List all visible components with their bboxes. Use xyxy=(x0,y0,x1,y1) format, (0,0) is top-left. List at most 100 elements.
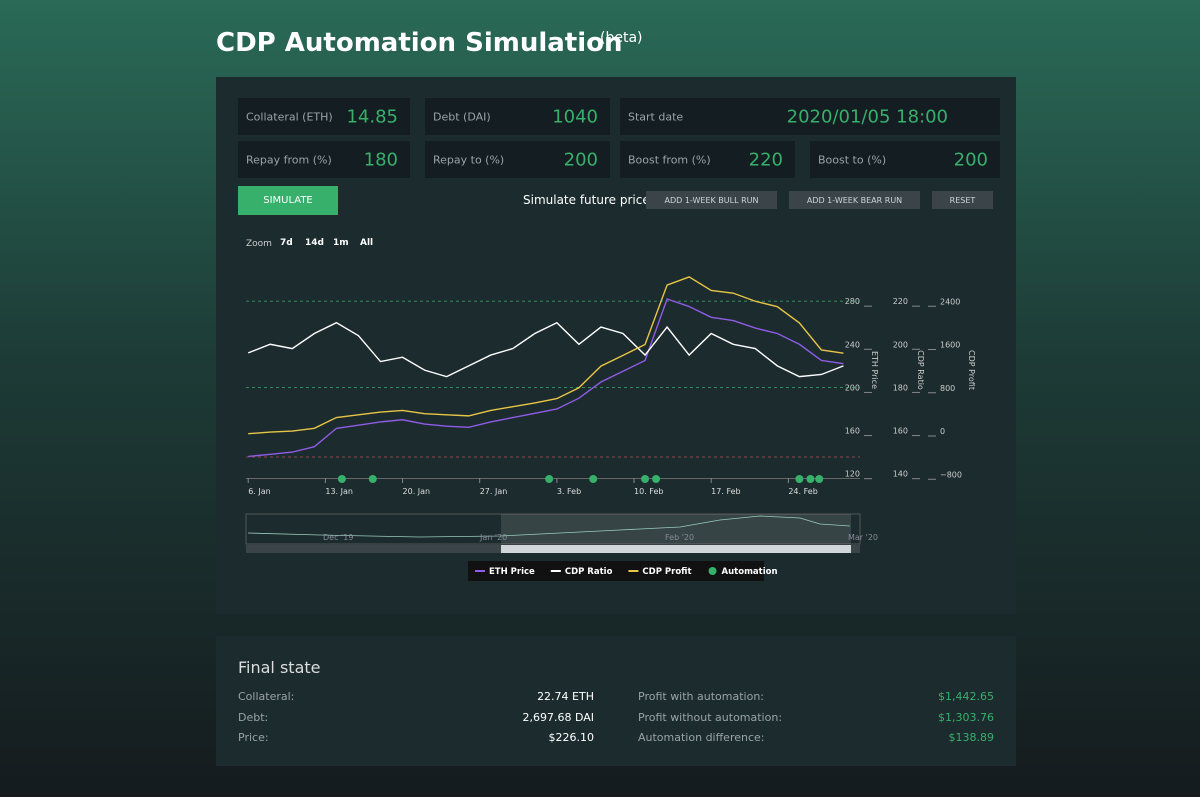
x-tick-label: 13. Jan xyxy=(325,487,353,496)
state-value: $1,442.65 xyxy=(938,690,994,703)
legend-label: CDP Ratio xyxy=(565,567,613,577)
x-tick-label: 6. Jan xyxy=(248,487,271,496)
automation-point xyxy=(368,475,377,483)
input-label: Repay to (%) xyxy=(433,153,505,166)
state-label: Profit with automation: xyxy=(638,690,765,703)
automation-point xyxy=(337,475,346,483)
legend-label: Automation xyxy=(722,567,778,577)
y-tick-label: 140 xyxy=(893,470,908,479)
y-tick-label: 2400 xyxy=(940,297,960,306)
navigator xyxy=(245,513,861,545)
state-value: $138.89 xyxy=(948,731,995,744)
y-tick-label: 0 xyxy=(940,427,945,436)
y-tick-label: 160 xyxy=(845,427,860,436)
navigator-label: Dec '19 xyxy=(323,533,353,542)
zoom-option[interactable]: 1m xyxy=(333,238,349,248)
reset-button[interactable]: RESET xyxy=(932,191,993,209)
axis-title: ETH Price xyxy=(870,351,879,389)
automation-point xyxy=(815,475,824,483)
future-price-label: Simulate future price: xyxy=(523,193,654,207)
y-tick-label: −800 xyxy=(940,470,962,479)
input-value: 1040 xyxy=(552,106,598,127)
x-tick-label: 10. Feb xyxy=(634,487,663,496)
automation-point xyxy=(652,475,661,483)
input-value: 180 xyxy=(363,149,398,170)
navigator-window[interactable] xyxy=(501,514,851,544)
y-tick-label: 160 xyxy=(893,427,908,436)
state-label: Collateral: xyxy=(238,690,295,703)
state-value: 2,697.68 DAI xyxy=(522,710,594,724)
state-value: $1,303.76 xyxy=(938,710,994,724)
y-tick-label: 220 xyxy=(893,297,908,306)
input-box[interactable]: Repay from (%) 180 xyxy=(238,141,410,178)
zoom-option[interactable]: All xyxy=(360,238,374,248)
automation-point xyxy=(795,475,804,483)
series-line xyxy=(247,321,844,378)
navigator-label: Feb '20 xyxy=(665,533,694,542)
navigator-label: Mar '20 xyxy=(848,533,878,542)
bull-button[interactable]: ADD 1-WEEK BULL RUN xyxy=(646,191,777,209)
state-label: Debt: xyxy=(238,710,269,724)
x-tick-label: 27. Jan xyxy=(480,487,508,496)
automation-point xyxy=(806,475,815,483)
input-box[interactable]: Repay to (%) 200 xyxy=(425,141,610,178)
y-tick-label: 120 xyxy=(845,470,860,479)
navigator-label: Jan '20 xyxy=(479,533,507,542)
final-panel xyxy=(216,636,1016,766)
state-label: Price: xyxy=(238,731,269,744)
y-tick-label: 280 xyxy=(845,297,860,306)
x-tick-label: 24. Feb xyxy=(788,487,817,496)
zoom-label: Zoom xyxy=(246,239,272,249)
series-line xyxy=(248,276,844,435)
y-tick-label: 800 xyxy=(940,384,955,393)
axis-title: CDP Profit xyxy=(967,350,976,390)
y-tick-label: 180 xyxy=(893,383,908,392)
bear-button[interactable]: ADD 1-WEEK BEAR RUN xyxy=(789,191,920,209)
input-value: 200 xyxy=(953,149,988,170)
automation-point xyxy=(545,475,554,483)
legend-label: CDP Profit xyxy=(642,567,691,577)
input-box[interactable]: Collateral (ETH) 14.85 xyxy=(238,98,410,135)
automation-point xyxy=(641,475,650,483)
input-label: Boost to (%) xyxy=(818,153,887,166)
automation-point xyxy=(589,475,598,483)
input-value: 200 xyxy=(563,149,598,170)
state-value: $226.10 xyxy=(548,731,595,744)
y-tick-label: 200 xyxy=(893,340,908,349)
x-tick-label: 3. Feb xyxy=(557,487,581,496)
input-label: Boost from (%) xyxy=(628,153,711,166)
x-tick-label: 20. Jan xyxy=(403,487,431,496)
input-value: 14.85 xyxy=(346,106,398,127)
y-tick-label: 240 xyxy=(845,340,860,349)
state-label: Profit without automation: xyxy=(638,710,783,724)
input-label: Repay from (%) xyxy=(246,153,332,166)
axis-title: CDP Ratio xyxy=(916,350,925,390)
final-title: Final state xyxy=(238,658,321,677)
x-tick-label: 17. Feb xyxy=(711,487,740,496)
beta: (beta) xyxy=(600,30,643,46)
navigator-line xyxy=(247,515,851,538)
state-value: 22.74 ETH xyxy=(537,690,594,703)
input-box[interactable]: Boost from (%) 220 xyxy=(620,141,795,178)
simulate-button[interactable]: SIMULATE xyxy=(238,186,338,215)
y-tick-label: 200 xyxy=(845,383,860,392)
zoom-option[interactable]: 14d xyxy=(305,238,324,248)
state-label: Automation difference: xyxy=(638,731,765,744)
scrollbar-thumb[interactable] xyxy=(501,545,851,553)
legend xyxy=(468,561,764,581)
input-box[interactable]: Start date 2020/01/05 18:00 xyxy=(620,98,1000,135)
input-box[interactable]: Boost to (%) 200 xyxy=(810,141,1000,178)
zoom-option[interactable]: 7d xyxy=(280,238,293,248)
input-label: Collateral (ETH) xyxy=(246,110,333,123)
series-line xyxy=(248,298,844,458)
input-value: 220 xyxy=(748,149,783,170)
legend-swatch xyxy=(708,567,717,575)
y-tick-label: 1600 xyxy=(940,341,960,350)
legend-label: ETH Price xyxy=(489,567,535,577)
title: CDP Automation Simulation xyxy=(216,28,623,58)
input-box[interactable]: Debt (DAI) 1040 xyxy=(425,98,610,135)
input-value: 2020/01/05 18:00 xyxy=(786,106,948,127)
input-label: Debt (DAI) xyxy=(433,110,491,123)
